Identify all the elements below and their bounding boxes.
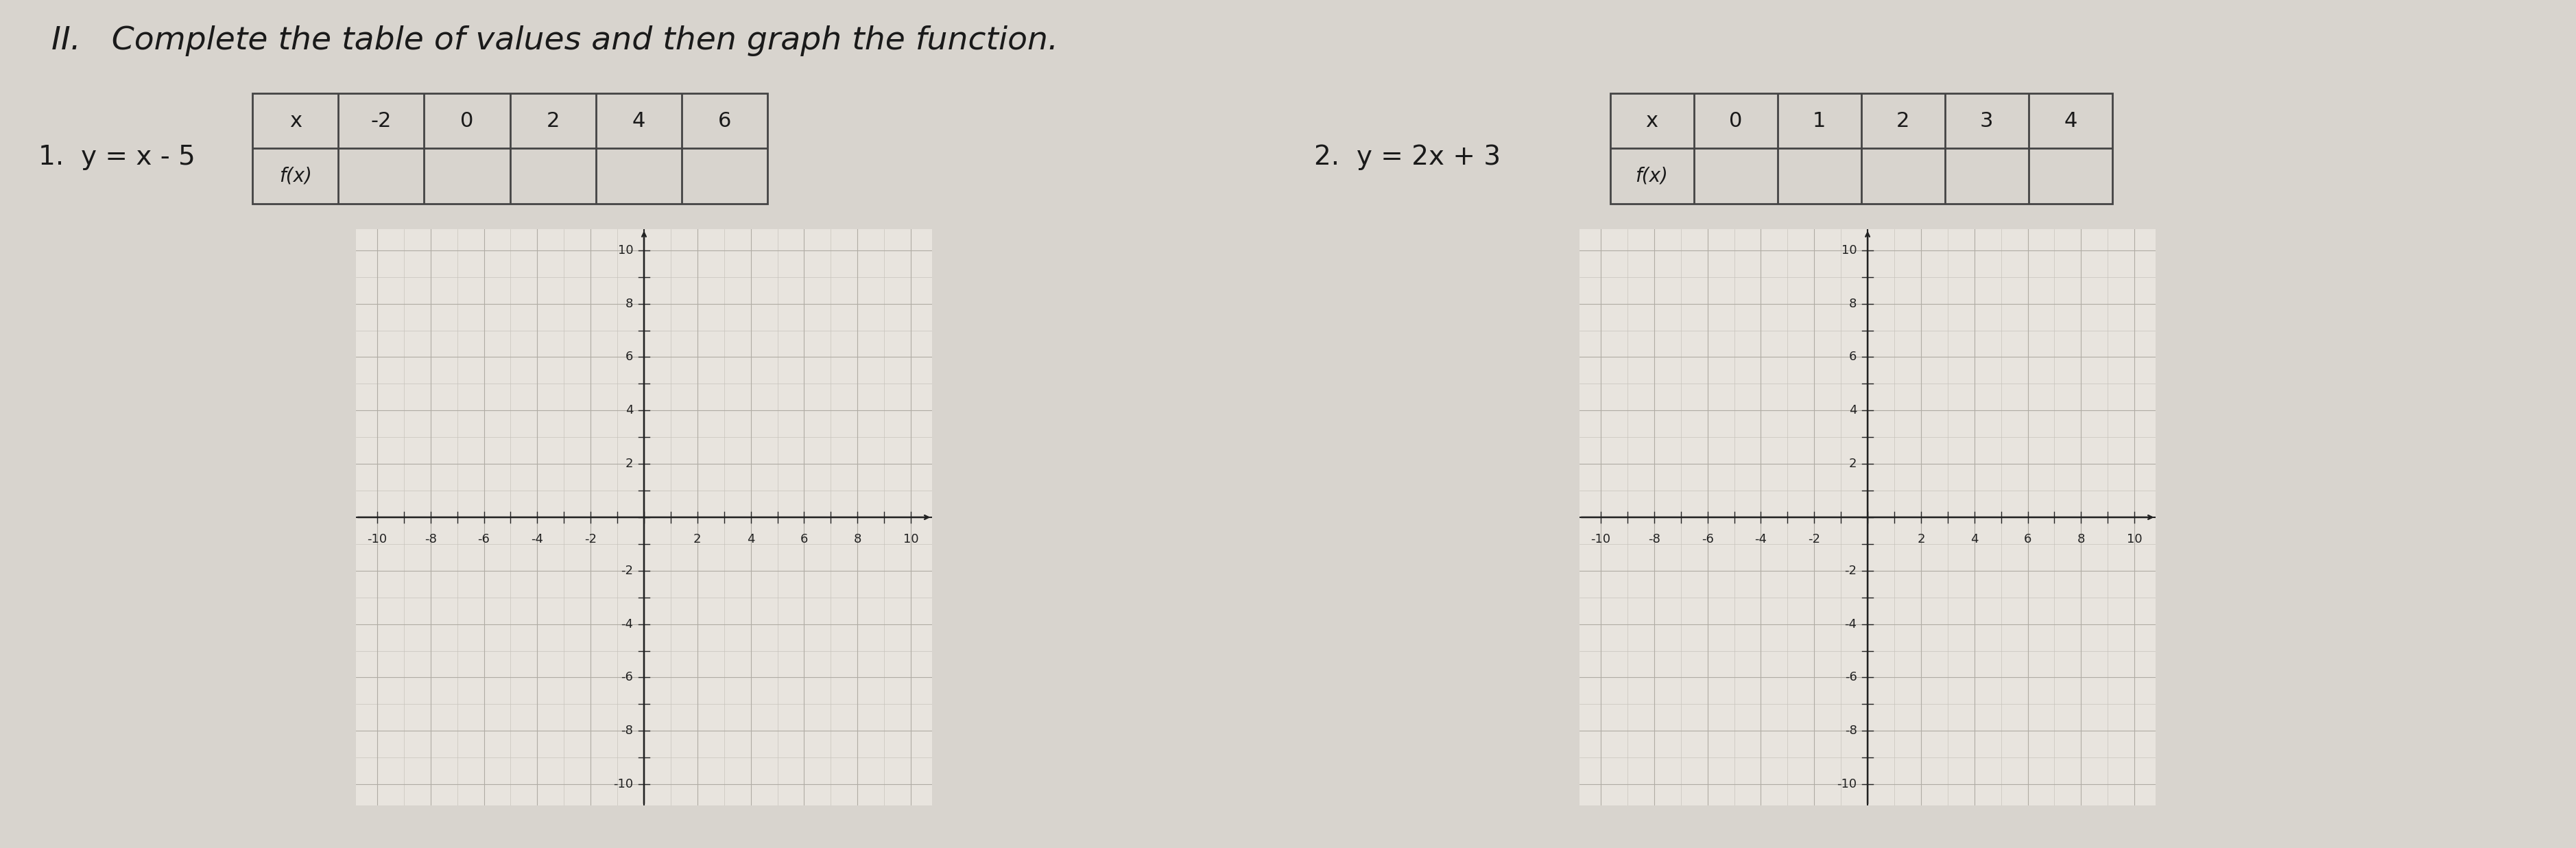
Text: f(x): f(x) [1636,166,1669,186]
Text: 4: 4 [747,533,755,545]
Text: -2: -2 [1808,533,1821,545]
Text: 6: 6 [801,533,809,545]
Text: -4: -4 [621,618,634,630]
Text: -8: -8 [621,725,634,737]
Text: 10: 10 [618,244,634,256]
Text: 4: 4 [1971,533,1978,545]
Text: 4: 4 [1850,404,1857,416]
Text: -6: -6 [1700,533,1713,545]
Text: 2.  y = 2x + 3: 2. y = 2x + 3 [1314,144,1499,170]
Text: -4: -4 [1844,618,1857,630]
Text: 0: 0 [1728,111,1741,131]
Text: 3: 3 [1981,111,1994,131]
Text: 6: 6 [626,351,634,363]
Text: 10: 10 [2128,533,2143,545]
Text: -2: -2 [1844,565,1857,577]
Text: f(x): f(x) [278,166,312,186]
Text: 1: 1 [1814,111,1826,131]
Text: -10: -10 [1592,533,1610,545]
Text: -2: -2 [371,111,392,131]
Text: -4: -4 [1754,533,1767,545]
Text: II.   Complete the table of values and then graph the function.: II. Complete the table of values and the… [52,25,1059,56]
Text: -10: -10 [368,533,386,545]
Text: 8: 8 [1850,298,1857,310]
Text: 10: 10 [1842,244,1857,256]
Text: 2: 2 [1917,533,1924,545]
Text: 4: 4 [626,404,634,416]
Text: -8: -8 [1649,533,1662,545]
Text: 1.  y = x - 5: 1. y = x - 5 [39,144,196,170]
Text: 10: 10 [904,533,920,545]
Text: 6: 6 [2025,533,2032,545]
Text: 2: 2 [1896,111,1909,131]
Text: -4: -4 [531,533,544,545]
Text: -10: -10 [1837,778,1857,790]
Text: 8: 8 [853,533,860,545]
Text: 8: 8 [626,298,634,310]
Text: 6: 6 [719,111,732,131]
Text: 0: 0 [461,111,474,131]
Text: -2: -2 [585,533,598,545]
Text: 6: 6 [1850,351,1857,363]
Text: 2: 2 [1850,458,1857,470]
Text: -6: -6 [621,672,634,683]
Text: -2: -2 [621,565,634,577]
Text: 2: 2 [546,111,559,131]
Text: x: x [289,111,301,131]
Text: 4: 4 [2063,111,2076,131]
Text: -10: -10 [613,778,634,790]
Text: 2: 2 [626,458,634,470]
Text: 4: 4 [631,111,647,131]
Text: -8: -8 [1844,725,1857,737]
Text: x: x [1646,111,1659,131]
Text: 8: 8 [2076,533,2084,545]
Text: -8: -8 [425,533,438,545]
Text: -6: -6 [477,533,489,545]
Text: -6: -6 [1844,672,1857,683]
Text: 2: 2 [693,533,701,545]
